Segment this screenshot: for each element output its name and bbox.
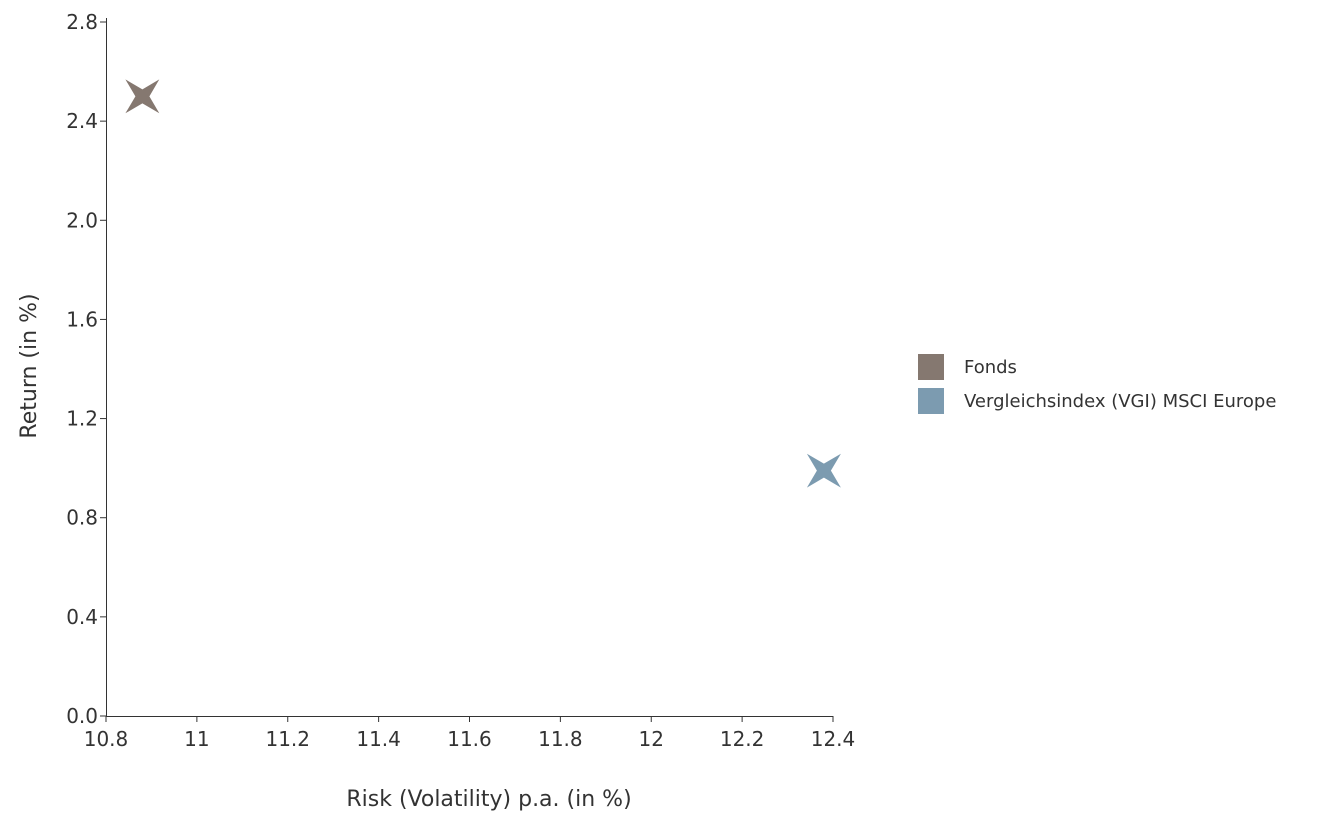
x-tick-label: 12.4 bbox=[811, 727, 856, 751]
y-tick-label: 1.2 bbox=[66, 407, 98, 431]
x-tick-label: 11.6 bbox=[447, 727, 492, 751]
legend: Fonds Vergleichsindex (VGI) MSCI Europe bbox=[918, 350, 1276, 418]
legend-item-benchmark: Vergleichsindex (VGI) MSCI Europe bbox=[918, 384, 1276, 418]
scatter-point-benchmark[interactable] bbox=[806, 453, 841, 488]
x-tick-label: 11.4 bbox=[356, 727, 401, 751]
scatter-point-fonds[interactable] bbox=[125, 79, 160, 114]
y-tick-label: 2.4 bbox=[66, 109, 98, 133]
legend-label-benchmark: Vergleichsindex (VGI) MSCI Europe bbox=[964, 390, 1277, 412]
x-tick-label: 11 bbox=[184, 727, 209, 751]
x-tick-label: 11.2 bbox=[265, 727, 310, 751]
y-axis-ticks: 0.0 0.4 0.8 1.2 1.6 2.0 2.4 2.8 bbox=[66, 10, 106, 728]
x-tick-label: 12.2 bbox=[720, 727, 765, 751]
y-tick-label: 0.4 bbox=[66, 605, 98, 629]
y-tick-label: 2.8 bbox=[66, 10, 98, 34]
legend-label-fonds: Fonds bbox=[964, 356, 1017, 378]
x-axis-title: Risk (Volatility) p.a. (in %) bbox=[346, 787, 631, 812]
y-tick-label: 0.8 bbox=[66, 506, 98, 530]
y-axis-title: Return (in %) bbox=[17, 293, 42, 438]
x-tick-label: 11.8 bbox=[538, 727, 583, 751]
y-tick-label: 0.0 bbox=[66, 704, 98, 728]
x-axis-ticks: 10.8 11 11.2 11.4 11.6 11.8 12 12.2 12.4 bbox=[84, 716, 856, 751]
axes bbox=[106, 18, 833, 717]
legend-item-fonds: Fonds bbox=[918, 350, 1276, 384]
x-tick-label: 12 bbox=[639, 727, 664, 751]
x-tick-label: 10.8 bbox=[84, 727, 129, 751]
legend-swatch-fonds bbox=[918, 354, 944, 380]
legend-swatch-benchmark bbox=[918, 388, 944, 414]
y-tick-label: 2.0 bbox=[66, 208, 98, 232]
data-points bbox=[125, 79, 841, 488]
y-tick-label: 1.6 bbox=[66, 307, 98, 331]
